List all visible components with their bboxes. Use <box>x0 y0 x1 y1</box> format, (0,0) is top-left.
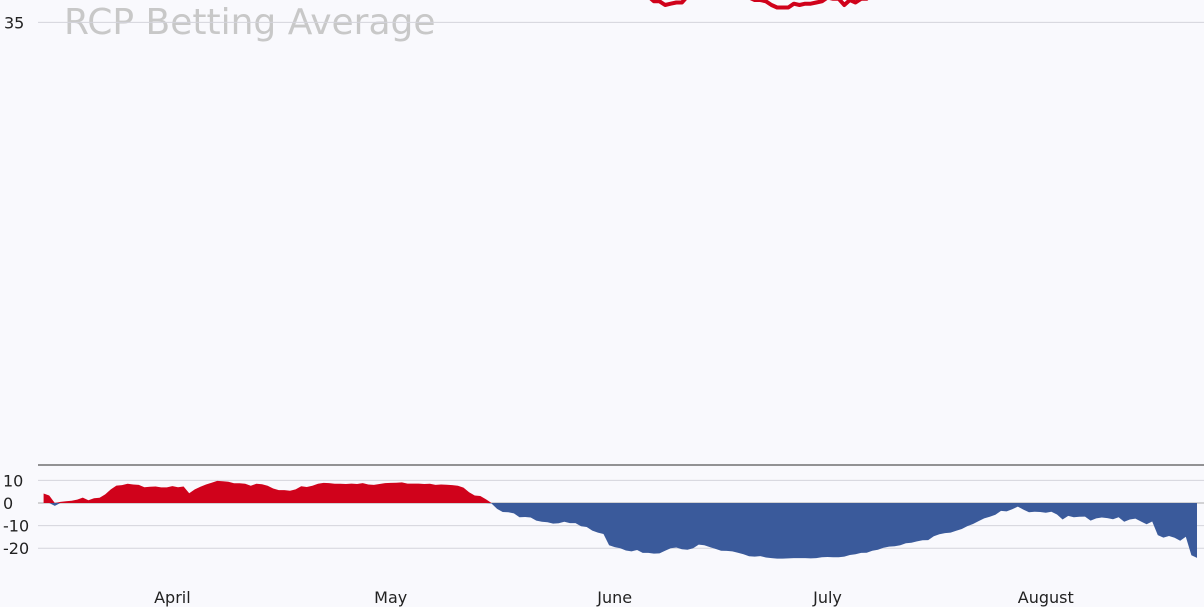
lower-y-tick-label: 0 <box>3 494 13 513</box>
x-tick-label: May <box>374 588 407 607</box>
x-tick-label: August <box>1018 588 1074 607</box>
difference-area-negative <box>43 503 1198 559</box>
lower-y-tick-label: -20 <box>3 539 29 558</box>
lower-y-tick-label: -10 <box>3 517 29 536</box>
y-tick-label: 35 <box>4 13 24 32</box>
x-tick-label: June <box>596 588 632 607</box>
lower-y-tick-label: 10 <box>3 471 23 490</box>
x-tick-label: July <box>812 588 842 607</box>
x-tick-label: April <box>154 588 191 607</box>
difference-area-positive <box>43 480 1198 503</box>
